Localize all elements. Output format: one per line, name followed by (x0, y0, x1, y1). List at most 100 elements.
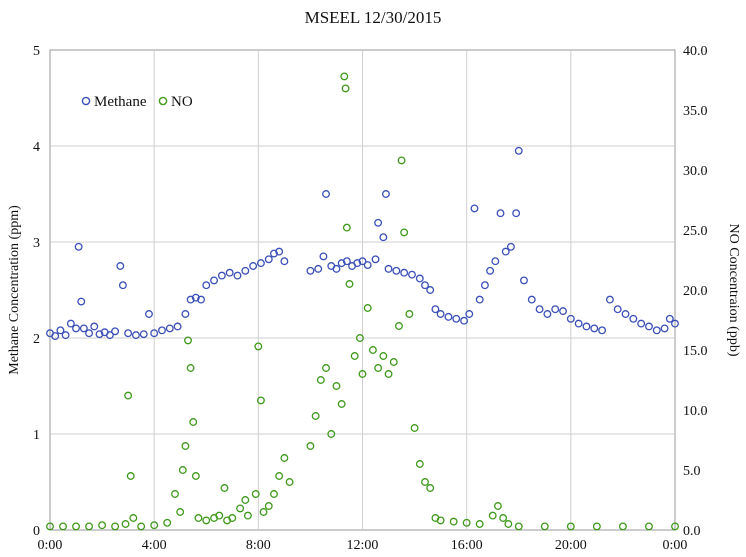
data-point-methane (342, 257, 351, 266)
data-point-no (259, 508, 268, 516)
data-point-methane (61, 331, 70, 340)
data-point-methane (150, 329, 159, 338)
series-layer (46, 72, 679, 531)
data-point-no (124, 391, 133, 400)
x-tick-label: 0:00 (38, 538, 63, 553)
data-point-no (98, 521, 107, 530)
data-point-methane (660, 324, 669, 333)
data-point-methane (506, 242, 515, 251)
data-point-no (256, 396, 265, 405)
data-point-methane (66, 319, 75, 328)
data-point-no (191, 472, 200, 480)
data-point-methane (371, 255, 380, 264)
data-point-methane (363, 261, 372, 269)
data-point-no (368, 346, 377, 354)
legend-label-methane: Methane (94, 94, 147, 110)
data-point-methane (264, 255, 273, 264)
legend-marker-no (158, 96, 168, 106)
data-point-methane (520, 276, 528, 285)
data-point-methane (480, 281, 489, 290)
data-point-methane (559, 307, 567, 316)
data-point-no (504, 520, 513, 528)
data-point-no (488, 511, 497, 520)
y-left-tick-label: 1 (33, 428, 40, 443)
data-point-no (415, 460, 424, 468)
data-point-no (270, 490, 278, 498)
x-tick-label: 12:00 (347, 538, 379, 553)
data-point-methane (51, 332, 60, 341)
data-point-methane (374, 218, 383, 227)
data-point-no (72, 522, 80, 531)
data-point-no (316, 376, 325, 384)
data-point-methane (90, 322, 99, 331)
data-point-no (341, 84, 350, 93)
data-point-methane (322, 190, 330, 198)
data-point-methane (590, 324, 599, 333)
data-point-methane (671, 319, 679, 328)
data-point-methane (85, 329, 94, 338)
data-point-no (236, 504, 245, 513)
data-point-methane (645, 322, 653, 331)
data-point-no (254, 342, 263, 351)
data-point-no (264, 502, 273, 510)
data-point-no (184, 336, 192, 345)
data-point-no (363, 304, 372, 312)
y-right-tick-label: 40.0 (683, 44, 708, 59)
data-point-no (358, 370, 367, 378)
data-point-methane (145, 310, 153, 318)
data-point-no (186, 364, 195, 372)
data-point-no (243, 511, 252, 520)
data-point-methane (280, 257, 289, 266)
data-point-methane (105, 331, 114, 340)
data-point-no (202, 516, 211, 525)
data-point-methane (210, 276, 219, 285)
data-point-methane (358, 257, 367, 266)
data-point-no (228, 514, 237, 522)
series-methane (46, 146, 679, 341)
data-point-no (85, 522, 94, 531)
data-point-no (46, 522, 54, 531)
data-point-no (345, 280, 354, 288)
data-point-methane (426, 286, 435, 294)
legend: Methane NO (81, 94, 193, 110)
data-point-no (285, 478, 294, 486)
data-point-methane (116, 262, 125, 270)
data-point-methane (233, 271, 242, 280)
data-point-no (374, 364, 383, 372)
data-point-no (592, 522, 601, 531)
data-point-methane (621, 310, 630, 318)
data-point-methane (408, 270, 416, 279)
data-point-methane (629, 314, 638, 323)
y-left-tick-label: 4 (33, 140, 40, 155)
y-left-tick-label: 0 (33, 524, 40, 539)
data-point-methane (486, 266, 495, 275)
data-point-no (280, 454, 289, 462)
data-point-methane (249, 262, 258, 270)
y-right-tick-label: 15.0 (683, 344, 708, 359)
data-point-no (322, 364, 330, 372)
y-right-tick-label: 0.0 (683, 524, 701, 539)
data-point-no (397, 156, 406, 165)
data-point-no (514, 522, 523, 531)
data-point-methane (496, 209, 505, 218)
x-tick-label: 0:00 (663, 538, 688, 553)
data-point-methane (637, 319, 646, 328)
data-point-methane (217, 271, 226, 280)
data-point-methane (444, 312, 453, 321)
data-point-no (176, 508, 185, 516)
data-point-no (59, 522, 67, 531)
data-point-no (306, 442, 315, 450)
y-left-axis-ticks: 0 1 2 3 4 5 (33, 44, 40, 539)
data-point-no (137, 522, 146, 531)
data-point-no (189, 418, 198, 426)
y-right-tick-label: 10.0 (683, 404, 708, 419)
data-point-methane (332, 264, 341, 273)
data-point-methane (74, 242, 83, 251)
data-point-methane (543, 310, 552, 318)
data-point-no (395, 322, 403, 330)
data-point-no (499, 514, 508, 522)
data-point-no (327, 430, 336, 438)
data-point-methane (72, 324, 80, 333)
data-point-methane (118, 281, 127, 290)
data-point-methane (191, 293, 200, 302)
